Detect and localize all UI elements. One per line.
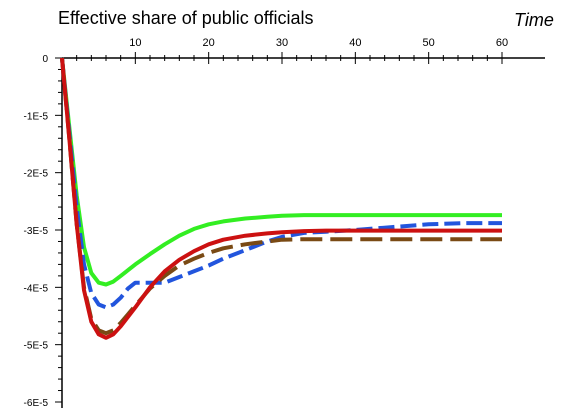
y-tick-label: -3E-5 (24, 226, 49, 237)
x-tick-label: 60 (496, 37, 508, 49)
y-tick-label: -4E-5 (24, 283, 49, 294)
x-tick-label: 20 (203, 37, 215, 49)
y-tick-label: 0 (42, 54, 48, 65)
y-tick-label: -1E-5 (24, 111, 49, 122)
chart-title: Effective share of public officials (58, 8, 314, 28)
x-axis-label: Time (514, 10, 554, 30)
series-line-1 (60, 57, 502, 287)
series-line-4 (60, 57, 502, 340)
x-tick-label: 30 (276, 37, 288, 49)
series-line-3 (60, 57, 502, 336)
x-tick-label: 50 (423, 37, 435, 49)
x-tick-label: 10 (129, 37, 141, 49)
y-tick-label: -5E-5 (24, 341, 49, 352)
x-tick-label: 40 (349, 37, 361, 49)
y-tick-label: -6E-5 (24, 398, 49, 409)
y-tick-label: -2E-5 (24, 169, 49, 180)
